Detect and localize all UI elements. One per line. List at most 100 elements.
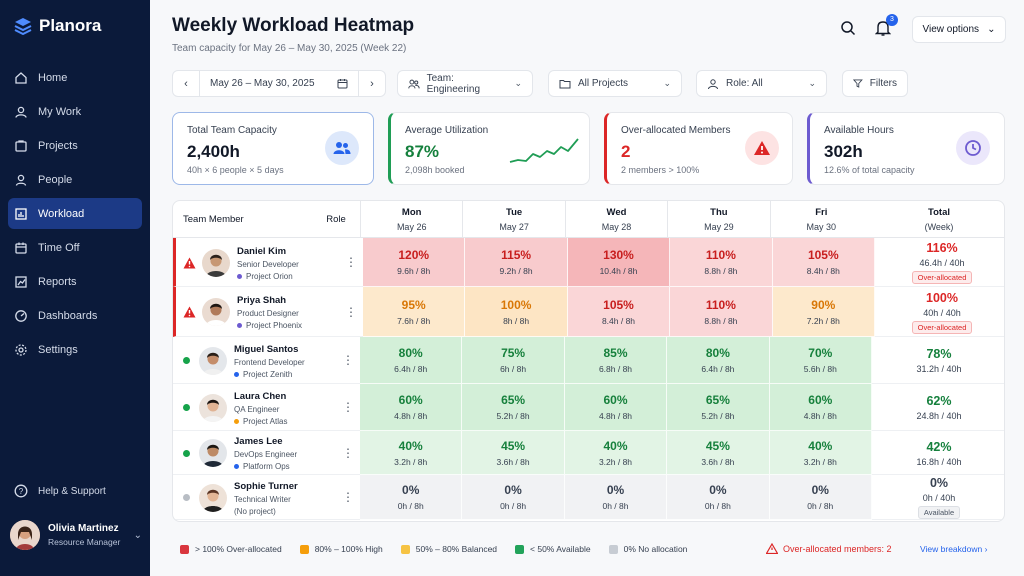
view-breakdown-link[interactable]: View breakdown ›: [920, 544, 987, 554]
member-name[interactable]: Priya Shah: [237, 295, 287, 306]
filters-button[interactable]: Filters: [842, 70, 908, 97]
team-filter[interactable]: Team: Engineering ⌄: [397, 70, 533, 97]
member-name[interactable]: Miguel Santos: [234, 343, 299, 355]
sidebar-item-settings[interactable]: Settings: [8, 334, 142, 365]
heat-cell[interactable]: 40% 3.2h / 8h: [769, 431, 872, 475]
kebab-menu-icon[interactable]: ⋮: [345, 304, 357, 319]
notifications-button[interactable]: 3: [874, 14, 898, 42]
heat-cell[interactable]: 130% 10.4h / 8h: [567, 238, 671, 287]
legend-item: > 100% Over-allocated: [180, 544, 282, 554]
heat-cell[interactable]: 115% 9.2h / 8h: [465, 238, 568, 287]
cell-hours: 6.8h / 8h: [598, 364, 633, 374]
heat-cell[interactable]: 0% 0h / 8h: [360, 475, 463, 520]
sidebar-item-workload[interactable]: Workload: [8, 198, 142, 229]
chevron-down-icon: ⌄: [514, 78, 522, 88]
status-dot: [179, 401, 193, 415]
heat-cell[interactable]: 65% 5.2h / 8h: [667, 384, 770, 431]
help-support-link[interactable]: ? Help & Support: [14, 484, 106, 498]
kebab-menu-icon[interactable]: ⋮: [342, 400, 354, 414]
heat-cell[interactable]: 60% 4.8h / 8h: [769, 384, 872, 431]
search-icon[interactable]: [840, 20, 856, 41]
prev-week-button[interactable]: ‹: [184, 77, 188, 90]
calendar-icon: [337, 79, 348, 89]
sidebar-item-dashboards[interactable]: Dashboards: [8, 300, 142, 331]
heat-cell[interactable]: 40% 3.2h / 8h: [564, 431, 668, 475]
kpi-value: 87%: [405, 142, 440, 161]
sidebar-item-time-off[interactable]: Time Off: [8, 232, 142, 263]
heat-cell[interactable]: 70% 5.6h / 8h: [769, 337, 872, 384]
member-project: Platform Ops: [234, 462, 297, 471]
person-icon: [708, 78, 718, 89]
chevron-down-icon[interactable]: ⌄: [133, 529, 142, 541]
sidebar-item-people[interactable]: People: [8, 164, 142, 195]
heat-cell[interactable]: 65% 5.2h / 8h: [462, 384, 565, 431]
view-breakdown-label: View breakdown: [920, 544, 983, 554]
date-range-field[interactable]: May 26 – May 30, 2025: [199, 71, 359, 96]
heat-cell[interactable]: 40% 3.2h / 8h: [360, 431, 463, 475]
legend-label: 80% – 100% High: [314, 544, 383, 554]
cell-hours: 4.8h / 8h: [394, 411, 428, 421]
header-day-date: May 28: [601, 221, 632, 232]
brand[interactable]: Planora: [14, 16, 101, 36]
heat-cell[interactable]: 45% 3.6h / 8h: [667, 431, 770, 475]
cell-percent: 0%: [811, 483, 829, 497]
kebab-menu-icon[interactable]: ⋮: [345, 255, 357, 269]
kebab-menu-icon[interactable]: ⋮: [342, 490, 354, 504]
sidebar-item-home[interactable]: Home: [8, 62, 142, 93]
member-name[interactable]: James Lee: [234, 436, 283, 447]
avatar: [199, 439, 227, 467]
member-name[interactable]: Laura Chen: [234, 390, 287, 402]
member-title: Technical Writer: [234, 494, 291, 504]
heat-cell[interactable]: 60% 4.8h / 8h: [564, 384, 668, 431]
heat-cell[interactable]: 0% 0h / 8h: [564, 475, 668, 520]
sidebar-item-my-work[interactable]: My Work: [8, 96, 142, 127]
heat-cell[interactable]: 105% 8.4h / 8h: [772, 238, 875, 287]
role-filter-label: Role: All: [726, 78, 763, 89]
member-name[interactable]: Daniel Kim: [237, 245, 287, 257]
cell-hours: 10.4h / 8h: [599, 266, 638, 276]
avatar: [199, 483, 227, 512]
total-hours: 24.8h / 40h: [916, 411, 962, 421]
heat-cell[interactable]: 0% 0h / 8h: [462, 475, 565, 520]
table-row: Daniel Kim Senior Developer Project Orion ⋮…: [173, 238, 1004, 287]
heat-cell[interactable]: 90% 7.2h / 8h: [772, 287, 875, 337]
heat-cell[interactable]: 0% 0h / 8h: [769, 475, 872, 520]
project-dot: [237, 323, 242, 328]
member-name[interactable]: Sophie Turner: [234, 480, 298, 492]
heat-cell[interactable]: 45% 3.6h / 8h: [462, 431, 565, 475]
header-day-date: May 27: [499, 221, 529, 232]
heat-cell[interactable]: 95% 7.6h / 8h: [363, 287, 466, 337]
header-day-label: Tue: [505, 206, 523, 218]
heat-cell[interactable]: 0% 0h / 8h: [667, 475, 770, 520]
heat-cell[interactable]: 110% 8.8h / 8h: [670, 287, 773, 337]
heat-cell[interactable]: 80% 6.4h / 8h: [360, 337, 463, 384]
heat-cell[interactable]: 60% 4.8h / 8h: [360, 384, 463, 431]
kebab-menu-icon[interactable]: ⋮: [342, 445, 354, 460]
header-role: Role: [312, 201, 360, 238]
sidebar-item-label: Time Off: [38, 241, 80, 254]
next-week-button[interactable]: ›: [370, 77, 374, 90]
heat-cell[interactable]: 105% 8.4h / 8h: [567, 287, 671, 337]
legend-swatch: [400, 544, 410, 554]
user-menu[interactable]: Olivia Martinez Resource Manager ⌄: [10, 520, 142, 550]
role-filter[interactable]: Role: All ⌄: [696, 70, 827, 97]
kpi-label: Over-allocated Members: [621, 125, 731, 136]
heat-cell[interactable]: 110% 8.8h / 8h: [670, 238, 773, 287]
heat-cell[interactable]: 75% 6h / 8h: [462, 337, 565, 384]
cell-hours: 6.4h / 8h: [394, 364, 428, 374]
kpi-over-allocated: Over-allocated Members 2 2 members > 100…: [604, 112, 793, 185]
cell-hours: 7.6h / 8h: [397, 315, 431, 326]
sidebar-item-projects[interactable]: Projects: [8, 130, 142, 161]
heat-cell[interactable]: 100% 8h / 8h: [465, 287, 568, 337]
heat-cell[interactable]: 85% 6.8h / 8h: [564, 337, 668, 384]
kebab-menu-icon[interactable]: ⋮: [342, 353, 354, 367]
kpi-value: 2: [621, 142, 631, 161]
view-options-button[interactable]: View options ⌄: [912, 16, 1006, 43]
member-title: Frontend Developer: [234, 357, 305, 367]
sidebar-item-label: Workload: [38, 207, 85, 220]
warning-icon: [182, 305, 196, 319]
heat-cell[interactable]: 120% 9.6h / 8h: [363, 238, 466, 287]
project-filter[interactable]: All Projects ⌄: [548, 70, 682, 97]
heat-cell[interactable]: 80% 6.4h / 8h: [667, 337, 770, 384]
sidebar-item-reports[interactable]: Reports: [8, 266, 142, 297]
